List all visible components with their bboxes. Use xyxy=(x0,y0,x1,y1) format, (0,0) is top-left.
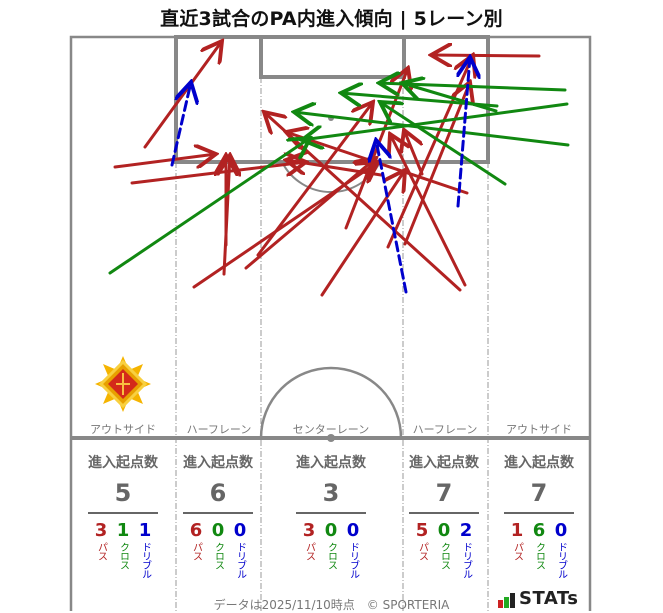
pass-label: パス xyxy=(416,542,428,560)
cross-label: クロス xyxy=(117,542,129,569)
pass-arrow xyxy=(320,170,405,297)
stat-divider xyxy=(504,512,574,514)
pass-arrow xyxy=(113,154,216,167)
lane-label-right-halfspace: ハーフレーン xyxy=(412,423,478,436)
pass-label: パス xyxy=(303,542,315,560)
stats-bars-icon xyxy=(498,593,515,608)
arrow-layer xyxy=(108,41,570,297)
lane-stats-right-halfspace: 進入起点数 7 5 パス 0 クロス 2 ドリブル xyxy=(404,452,484,578)
lane-dividers xyxy=(175,77,489,611)
stats-logo: STATs xyxy=(498,590,578,608)
pass-arrow xyxy=(403,82,470,246)
stat-total: 5 xyxy=(114,479,132,507)
pass-arrow xyxy=(130,162,306,185)
lane-label-left-outside: アウトサイド xyxy=(90,423,156,436)
pass-arrow xyxy=(431,55,541,56)
stat-total: 3 xyxy=(322,479,340,507)
dribble-label: ドリブル xyxy=(234,542,246,578)
stat-total: 6 xyxy=(209,479,227,507)
lane-label-right-outside: アウトサイド xyxy=(506,423,572,436)
cross-count: 6 xyxy=(532,520,546,541)
cross-label: クロス xyxy=(438,542,450,569)
pass-arrow xyxy=(256,102,373,257)
lane-stats-left-outside: 進入起点数 5 3 パス 1 クロス 1 ドリブル xyxy=(83,452,163,578)
pass-arrow xyxy=(286,160,383,177)
lane-label-center: センターレーン xyxy=(292,423,370,436)
stat-divider xyxy=(183,512,253,514)
stat-header: 進入起点数 xyxy=(183,455,253,471)
cross-label: クロス xyxy=(325,542,337,569)
stats-logo-text: STATs xyxy=(519,588,579,609)
stat-header: 進入起点数 xyxy=(88,455,158,471)
stat-divider xyxy=(296,512,366,514)
cross-count: 0 xyxy=(211,520,225,541)
dribble-arrow xyxy=(170,82,191,167)
dribble-label: ドリブル xyxy=(347,542,359,578)
dribble-count: 0 xyxy=(554,520,568,541)
stat-divider xyxy=(88,512,158,514)
lane-stats-left-halfspace: 進入起点数 6 6 パス 0 クロス 0 ドリブル xyxy=(178,452,258,578)
dribble-label: ドリブル xyxy=(139,542,151,578)
stat-header: 進入起点数 xyxy=(409,455,479,471)
pass-arrow xyxy=(244,158,376,270)
dribble-label: ドリブル xyxy=(555,542,567,578)
stat-header: 進入起点数 xyxy=(296,455,366,471)
stat-total: 7 xyxy=(435,479,453,507)
pass-count: 3 xyxy=(94,520,108,541)
chart-title: 直近3試合のPA内進入傾向 | 5レーン別 xyxy=(160,8,503,30)
lane-stats-right-outside: 進入起点数 7 1 パス 6 クロス 0 ドリブル xyxy=(499,452,579,578)
pass-arrow xyxy=(404,130,424,176)
dribble-arrow xyxy=(458,57,470,208)
stat-header: 進入起点数 xyxy=(504,455,574,471)
cross-arrow xyxy=(294,112,570,147)
dribble-count: 0 xyxy=(233,520,247,541)
cross-label: クロス xyxy=(533,542,545,569)
pass-count: 6 xyxy=(189,520,203,541)
center-spot xyxy=(327,434,335,442)
pass-arrow xyxy=(143,41,222,149)
dribble-arrow xyxy=(376,140,408,294)
stat-total: 7 xyxy=(530,479,548,507)
pass-arrow xyxy=(390,134,467,287)
pass-count: 1 xyxy=(510,520,524,541)
pass-label: パス xyxy=(95,542,107,560)
dribble-count: 2 xyxy=(459,520,473,541)
dribble-label: ドリブル xyxy=(460,542,472,578)
pass-label: パス xyxy=(511,542,523,560)
cross-label: クロス xyxy=(212,542,224,569)
cross-arrow xyxy=(302,102,569,140)
cross-count: 1 xyxy=(116,520,130,541)
lane-stats-center: 進入起点数 3 3 パス 0 クロス 0 ドリブル xyxy=(291,452,371,578)
cross-arrow xyxy=(380,102,507,186)
stat-divider xyxy=(409,512,479,514)
footer-credit: データは2025/11/10時点 © SPORTERIA xyxy=(213,598,450,612)
pass-label: パス xyxy=(190,542,202,560)
dribble-count: 1 xyxy=(138,520,152,541)
lane-label-left-halfspace: ハーフレーン xyxy=(186,423,252,436)
dribble-count: 0 xyxy=(346,520,360,541)
cross-arrow xyxy=(108,138,310,275)
pass-count: 5 xyxy=(415,520,429,541)
cross-count: 0 xyxy=(437,520,451,541)
team-crest-icon xyxy=(95,356,151,412)
cross-arrow xyxy=(402,83,498,113)
cross-count: 0 xyxy=(324,520,338,541)
pass-count: 3 xyxy=(302,520,316,541)
pass-arrow xyxy=(264,112,462,292)
